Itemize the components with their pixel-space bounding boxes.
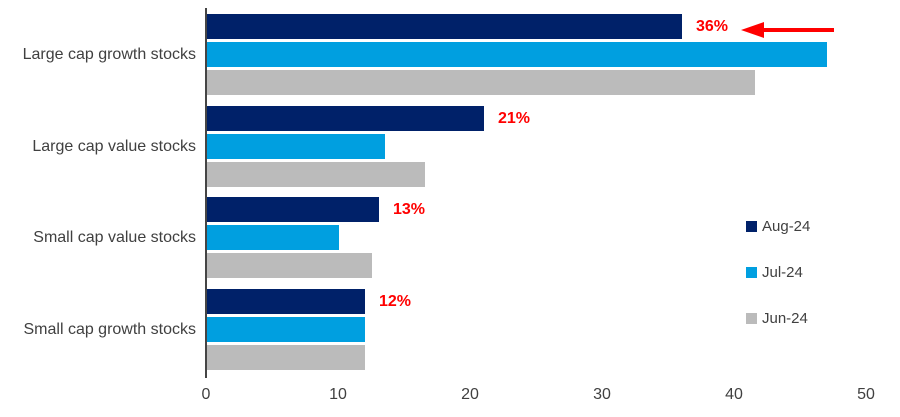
legend-swatch-icon — [746, 313, 757, 324]
bar-jul-24 — [207, 317, 365, 342]
arrow-annotation — [741, 22, 834, 38]
bar-aug-24 — [207, 106, 484, 131]
bar-jun-24 — [207, 345, 365, 370]
category-label: Large cap value stocks — [32, 137, 196, 155]
legend-item-jun-24: Jun-24 — [746, 310, 808, 327]
bar-aug-24 — [207, 14, 682, 39]
data-label: 13% — [393, 200, 426, 218]
bar-jul-24 — [207, 134, 385, 159]
legend-label: Jun-24 — [762, 310, 808, 327]
x-tick-label: 0 — [201, 386, 211, 403]
bar-jun-24 — [207, 70, 755, 95]
x-tick-label: 30 — [593, 386, 611, 403]
y-axis-line — [205, 8, 207, 378]
legend-item-jul-24: Jul-24 — [746, 264, 803, 281]
bar-jun-24 — [207, 162, 425, 187]
legend-label: Jul-24 — [762, 264, 803, 281]
bar-jul-24 — [207, 42, 827, 67]
bar-jul-24 — [207, 225, 339, 250]
category-label: Large cap growth stocks — [22, 45, 196, 63]
x-tick-label: 50 — [857, 386, 875, 403]
category-label: Small cap value stocks — [33, 228, 196, 246]
legend-swatch-icon — [746, 221, 757, 232]
data-label: 21% — [498, 109, 531, 127]
data-label: 36% — [696, 17, 729, 35]
x-tick-label: 40 — [725, 386, 743, 403]
legend-label: Aug-24 — [762, 218, 811, 235]
legend-item-aug-24: Aug-24 — [746, 218, 810, 235]
data-label: 12% — [379, 292, 412, 310]
bar-aug-24 — [207, 289, 365, 314]
bar-aug-24 — [207, 197, 379, 222]
x-tick-label: 20 — [461, 386, 479, 403]
x-tick-label: 10 — [329, 386, 347, 403]
bar-jun-24 — [207, 253, 372, 278]
category-label: Small cap growth stocks — [23, 320, 196, 338]
legend-swatch-icon — [746, 267, 757, 278]
